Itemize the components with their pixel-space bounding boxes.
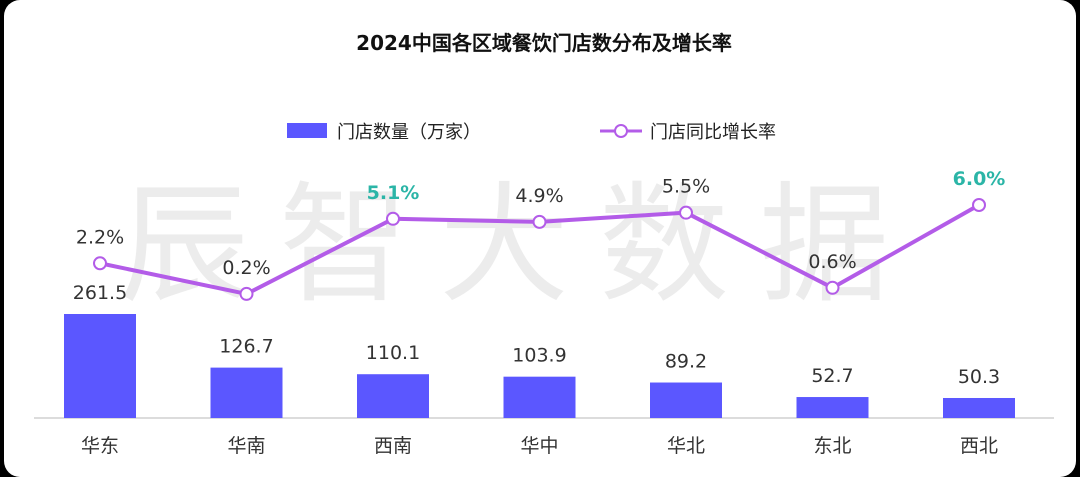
category-labels: 华东 华南 西南 华中 华北 东北 西北 bbox=[81, 435, 998, 457]
bar-3 bbox=[503, 376, 576, 418]
chart-svg: 辰智大数据 2024中国各区域餐饮门店数分布及增长率 门店数量（万家） 门店同比… bbox=[34, 31, 1054, 457]
rate-point-5 bbox=[825, 280, 840, 295]
rate-point-1 bbox=[239, 286, 254, 301]
category-label: 西北 bbox=[960, 435, 998, 457]
bar-4 bbox=[650, 382, 722, 418]
bar-value-label: 52.7 bbox=[811, 365, 853, 387]
chart-card: 辰智大数据 2024中国各区域餐饮门店数分布及增长率 门店数量（万家） 门店同比… bbox=[4, 0, 1076, 477]
category-label: 西南 bbox=[374, 435, 412, 457]
legend-bar-label: 门店数量（万家） bbox=[337, 122, 481, 143]
category-label: 华东 bbox=[81, 435, 119, 457]
rate-value-label: 0.2% bbox=[222, 257, 270, 279]
rate-value-label: 4.9% bbox=[515, 185, 563, 207]
bar-1 bbox=[210, 367, 283, 418]
rate-point-6 bbox=[972, 198, 986, 212]
rate-value-label: 5.5% bbox=[662, 176, 710, 198]
chart-title: 2024中国各区域餐饮门店数分布及增长率 bbox=[356, 31, 732, 55]
category-label: 华南 bbox=[227, 435, 265, 457]
bar-value-label: 50.3 bbox=[958, 366, 1000, 388]
rate-value-label: 0.6% bbox=[808, 251, 856, 273]
legend-line-label: 门店同比增长率 bbox=[650, 122, 776, 143]
rate-point-2 bbox=[386, 211, 400, 226]
bar-6 bbox=[943, 397, 1015, 418]
category-label: 东北 bbox=[813, 435, 851, 457]
bar-value-label: 89.2 bbox=[665, 351, 707, 373]
rate-line-group: 2.2% 0.2% 5.1% 4.9% 5.5% 0.6% 6.0% bbox=[76, 168, 1006, 301]
bar-5 bbox=[796, 397, 869, 418]
legend-bar-swatch bbox=[287, 123, 327, 138]
bar-value-label: 110.1 bbox=[366, 342, 420, 364]
rate-value-label: 6.0% bbox=[953, 168, 1006, 190]
bar-value-label: 126.7 bbox=[219, 336, 273, 358]
rate-value-label: 2.2% bbox=[76, 226, 124, 248]
legend-line-marker bbox=[614, 124, 628, 138]
bar-0 bbox=[64, 314, 136, 418]
bar-2 bbox=[357, 374, 429, 418]
rate-point-4 bbox=[679, 205, 693, 220]
legend: 门店数量（万家） 门店同比增长率 bbox=[287, 122, 776, 143]
rate-point-3 bbox=[532, 214, 547, 229]
rate-point-0 bbox=[93, 256, 107, 271]
category-label: 华北 bbox=[667, 435, 705, 457]
bar-value-label: 103.9 bbox=[512, 345, 566, 367]
category-label: 华中 bbox=[520, 435, 558, 457]
bar-value-label: 261.5 bbox=[73, 282, 127, 304]
rate-value-label: 5.1% bbox=[367, 182, 420, 204]
bars-group: 261.5 126.7 110.1 103.9 89.2 52.7 50.3 bbox=[64, 282, 1015, 418]
